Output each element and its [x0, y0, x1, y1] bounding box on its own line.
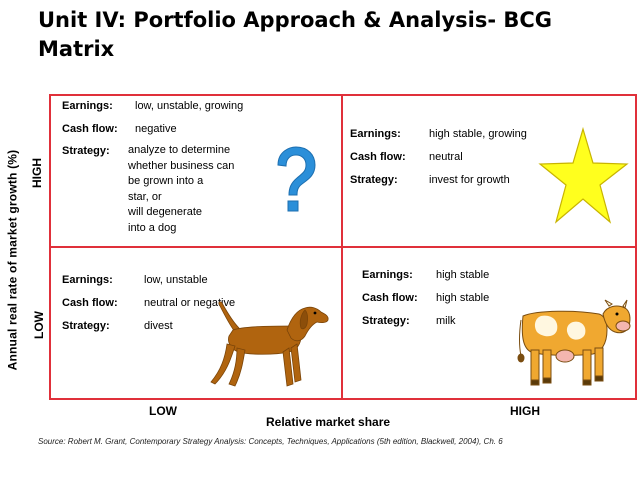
earnings-value: low, unstable [144, 274, 208, 286]
strategy-label: Strategy: [62, 145, 110, 157]
matrix-horizontal-divider [49, 246, 637, 248]
strategy-line: analyze to determine [128, 144, 231, 156]
dog-icon [210, 301, 329, 387]
cow-icon [517, 299, 631, 386]
strategy-value: invest for growth [429, 174, 510, 186]
strategy-value: analyze to determine whether business ca… [128, 143, 234, 236]
dog-quadrant: Earnings: low, unstable Cash flow: neutr… [62, 273, 332, 353]
cash-flow-value: negative [135, 123, 177, 135]
earnings-value: high stable, growing [429, 128, 527, 140]
earnings-label: Earnings: [350, 128, 401, 140]
cash-flow-label: Cash flow: [362, 292, 418, 304]
slide-title: Unit IV: Portfolio Approach & Analysis- … [38, 8, 553, 61]
question-mark-icon [277, 146, 316, 212]
earnings-label: Earnings: [62, 100, 113, 112]
y-axis-label: Annual real rate of market growth (%) [5, 149, 20, 371]
strategy-line: into a dog [128, 221, 177, 234]
strategy-line: be grown into a [128, 175, 204, 187]
y-axis-high-label: HIGH [30, 158, 44, 188]
earnings-value: low, unstable, growing [135, 100, 244, 112]
cash-flow-label: Cash flow: [62, 123, 118, 135]
question-mark-quadrant: Earnings: low, unstable, growing Cash fl… [62, 99, 332, 244]
strategy-label: Strategy: [362, 315, 410, 327]
earnings-label: Earnings: [362, 269, 413, 281]
star-quadrant: Earnings: high stable, growing Cash flow… [350, 127, 540, 197]
strategy-label: Strategy: [350, 174, 398, 186]
cash-flow-label: Cash flow: [62, 297, 118, 309]
cash-flow-label: Cash flow: [350, 151, 406, 163]
cash-flow-value: neutral or negative [144, 297, 236, 309]
cash-flow-value: high stable [436, 292, 490, 304]
strategy-value: milk [436, 315, 456, 327]
cash-cow-quadrant: Earnings: high stable Cash flow: high st… [362, 268, 552, 338]
x-axis-label: Relative market share [266, 415, 391, 429]
source-citation: Source: Robert M. Grant, Contemporary St… [38, 437, 503, 446]
strategy-value: divest [144, 320, 173, 332]
star-icon [538, 126, 629, 224]
x-axis-low-label: LOW [149, 404, 177, 418]
y-axis-low-label: LOW [32, 311, 46, 339]
strategy-line: will degenerate [128, 206, 202, 218]
cash-flow-value: neutral [429, 151, 463, 163]
strategy-label: Strategy: [62, 320, 110, 332]
strategy-line: whether business can [128, 159, 235, 172]
x-axis-high-label: HIGH [510, 404, 540, 418]
earnings-label: Earnings: [62, 274, 113, 286]
earnings-value: high stable [436, 269, 490, 281]
strategy-line: star, or [128, 190, 162, 203]
